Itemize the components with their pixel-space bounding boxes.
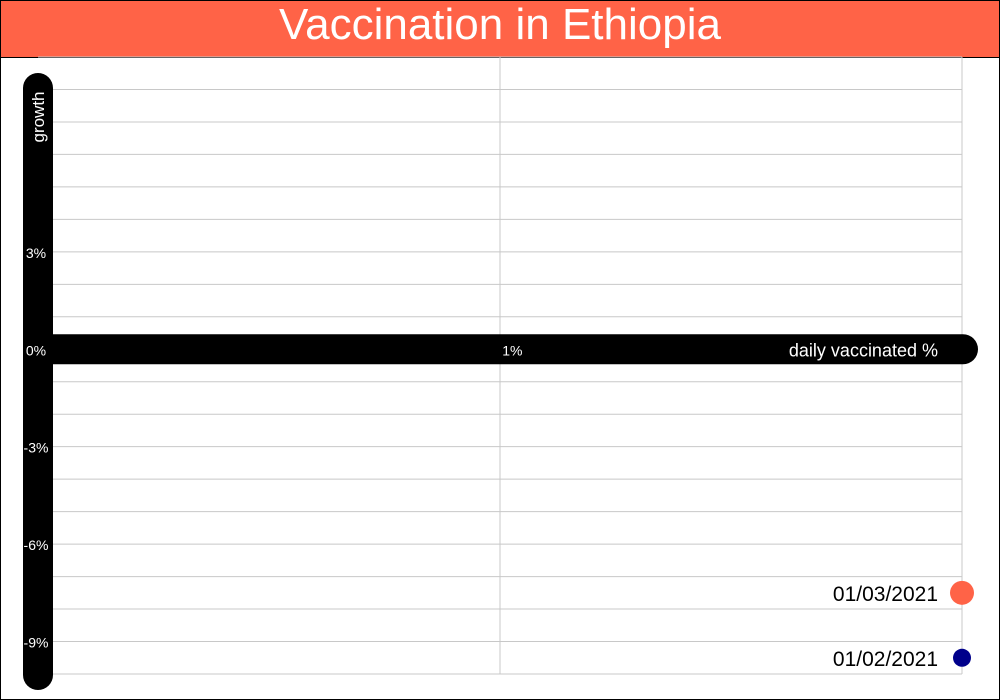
x-tick-label: 1% — [502, 342, 522, 358]
x-axis-bar — [23, 334, 978, 365]
chart-title: Vaccination in Ethiopia — [1, 1, 999, 58]
y-tick-labels: 3% 0% -3% -6% -9% — [24, 245, 49, 651]
point-label: 01/02/2021 — [833, 648, 938, 671]
x-axis-label: daily vaccinated % — [789, 340, 938, 360]
point-label: 01/03/2021 — [833, 583, 938, 606]
grid-layer — [38, 56, 963, 675]
y-axis-label: growth — [29, 91, 48, 142]
y-tick-label: -6% — [24, 537, 49, 553]
x-tick-labels: 1% — [502, 342, 522, 358]
data-point — [953, 648, 971, 667]
data-points: 01/03/2021 01/02/2021 — [833, 580, 974, 671]
y-axis-bar — [23, 73, 53, 690]
y-tick-label: -3% — [24, 440, 49, 456]
data-point — [950, 580, 974, 605]
y-tick-label: 3% — [26, 245, 46, 261]
y-tick-label: 0% — [26, 342, 46, 358]
y-tick-label: -9% — [24, 635, 49, 651]
